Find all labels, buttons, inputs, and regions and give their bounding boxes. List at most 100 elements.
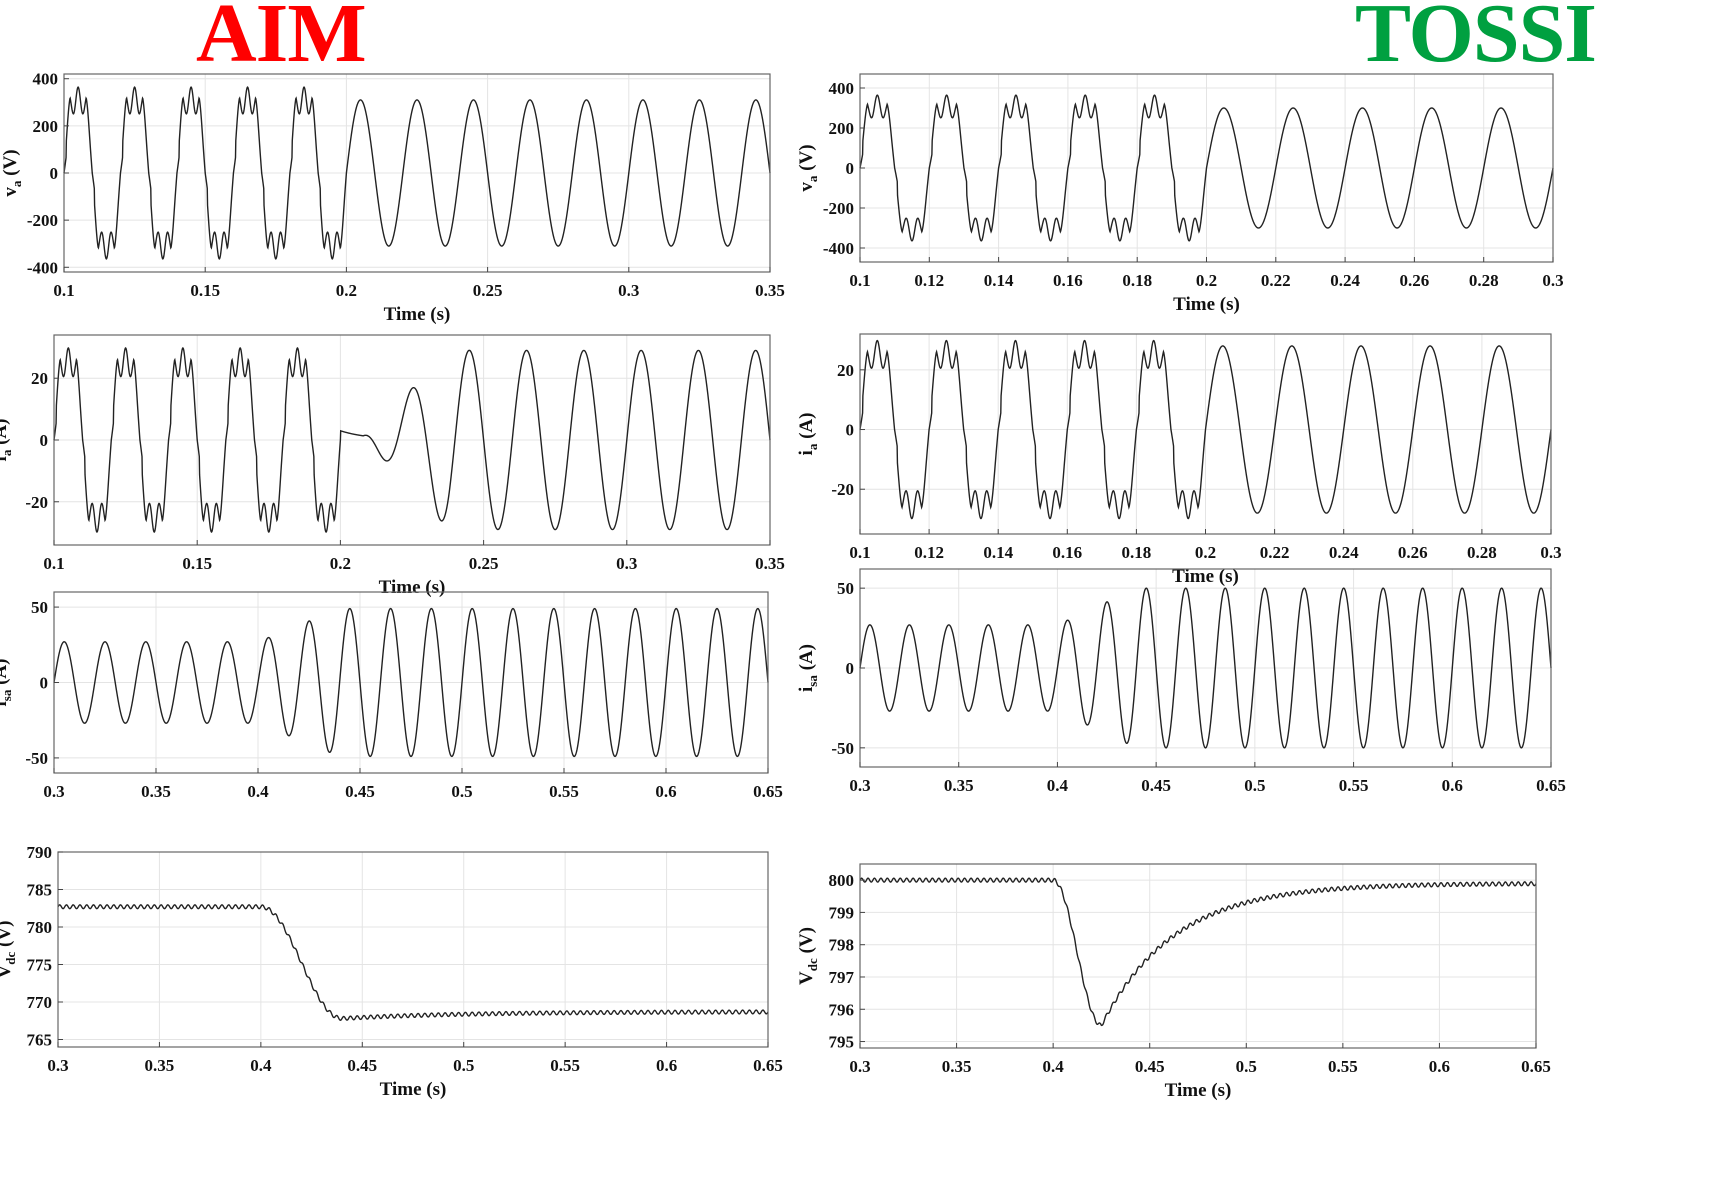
- x-tick-label: 0.55: [1328, 1057, 1358, 1076]
- x-tick-label: 0.4: [247, 782, 269, 801]
- y-tick-label: 0: [846, 421, 855, 440]
- x-tick-label: 0.14: [983, 543, 1013, 562]
- x-tick-label: 0.4: [1047, 776, 1069, 795]
- x-axis-label: Time (s): [1165, 1080, 1232, 1101]
- y-tick-label: 400: [829, 79, 855, 98]
- x-tick-label: 0.3: [47, 1056, 68, 1075]
- y-axis-label: va (V): [0, 149, 24, 196]
- x-tick-label: 0.25: [473, 281, 503, 300]
- x-tick-label: 0.24: [1329, 543, 1359, 562]
- x-tick-label: 0.16: [1052, 543, 1082, 562]
- x-tick-label: 0.2: [330, 554, 351, 573]
- y-axis-label: ia (A): [796, 413, 820, 456]
- x-tick-label: 0.16: [1053, 271, 1083, 290]
- plot-frame: [859, 863, 1537, 1049]
- aim-isa-chart: 0.3 0.35 0.4 0.45 0.5 0.55 0.6 0.65 -50 0 50 isa (A…: [0, 591, 783, 801]
- x-tick-label: 0.5: [451, 782, 472, 801]
- x-tick-label: 0.3: [849, 776, 870, 795]
- x-tick-label: 0.55: [549, 782, 579, 801]
- x-tick-label: 0.1: [43, 554, 64, 573]
- aim-ia-chart: 0.1 0.15 0.2 0.25 0.3 0.35 -20 0 20 Time (s) ia (A…: [0, 334, 785, 598]
- y-tick-label: 200: [829, 119, 855, 138]
- x-tick-label: 0.6: [655, 782, 676, 801]
- aim-title: AIM: [196, 0, 367, 80]
- x-tick-label: 0.5: [1244, 776, 1265, 795]
- y-tick-label: 0: [846, 159, 855, 178]
- x-tick-label: 0.3: [616, 554, 637, 573]
- x-axis-label: Time (s): [1173, 294, 1240, 315]
- y-tick-label: 0: [40, 431, 49, 450]
- x-tick-label: 0.6: [656, 1056, 677, 1075]
- x-tick-label: 0.28: [1467, 543, 1497, 562]
- series-line: [859, 587, 1552, 749]
- x-tick-label: 0.15: [182, 554, 212, 573]
- x-tick-label: 0.1: [849, 543, 870, 562]
- x-tick-label: 0.45: [1135, 1057, 1165, 1076]
- tossi-vdc-chart: 0.3 0.35 0.4 0.45 0.5 0.55 0.6 0.65 795 796 797 798…: [796, 863, 1551, 1101]
- y-axis-label: Vdc (V): [0, 921, 18, 979]
- x-tick-label: 0.3: [1540, 543, 1561, 562]
- x-tick-label: 0.15: [190, 281, 220, 300]
- x-tick-label: 0.65: [753, 1056, 783, 1075]
- x-axis-label: Time (s): [384, 304, 451, 325]
- plot-frame: [57, 851, 769, 1048]
- y-tick-label: 785: [27, 881, 53, 900]
- x-tick-label: 0.3: [849, 1057, 870, 1076]
- x-tick-label: 0.2: [1196, 271, 1217, 290]
- x-tick-label: 0.3: [1542, 271, 1563, 290]
- y-tick-label: 200: [33, 117, 59, 136]
- y-tick-label: 780: [27, 918, 53, 937]
- x-tick-label: 0.45: [1141, 776, 1171, 795]
- x-tick-label: 0.1: [849, 271, 870, 290]
- aim-vdc-chart: 0.3 0.35 0.4 0.45 0.5 0.55 0.6 0.65 765 770 775 780…: [0, 843, 783, 1100]
- y-axis-label: isa (A): [0, 659, 14, 707]
- x-tick-label: 0.35: [755, 554, 785, 573]
- y-tick-label: 400: [33, 70, 59, 89]
- series-line: [859, 339, 1552, 520]
- y-tick-label: 795: [829, 1033, 855, 1052]
- y-tick-label: -200: [823, 199, 854, 218]
- series-line: [57, 904, 769, 1021]
- y-tick-label: 50: [837, 579, 854, 598]
- y-tick-label: 797: [829, 968, 855, 987]
- x-tick-label: 0.22: [1260, 543, 1290, 562]
- x-tick-label: 0.45: [347, 1056, 377, 1075]
- x-tick-label: 0.4: [250, 1056, 272, 1075]
- y-tick-label: -20: [25, 493, 48, 512]
- x-tick-label: 0.1: [53, 281, 74, 300]
- x-tick-label: 0.3: [43, 782, 64, 801]
- y-tick-label: 0: [846, 659, 855, 678]
- x-tick-label: 0.6: [1429, 1057, 1450, 1076]
- y-tick-label: -50: [831, 739, 854, 758]
- y-tick-label: 50: [31, 598, 48, 617]
- y-tick-label: -400: [27, 258, 58, 277]
- y-tick-label: 799: [829, 903, 855, 922]
- x-tick-label: 0.6: [1442, 776, 1463, 795]
- x-tick-label: 0.4: [1043, 1057, 1065, 1076]
- y-axis-label: va (V): [796, 144, 820, 191]
- series-line: [53, 346, 771, 534]
- x-tick-label: 0.35: [755, 281, 785, 300]
- x-tick-label: 0.25: [469, 554, 499, 573]
- y-tick-label: 796: [829, 1000, 855, 1019]
- y-tick-label: 0: [50, 164, 59, 183]
- y-tick-label: 775: [27, 956, 53, 975]
- series-line: [63, 86, 771, 260]
- y-axis-label: isa (A): [796, 644, 820, 692]
- x-tick-label: 0.65: [1536, 776, 1566, 795]
- x-tick-label: 0.12: [914, 543, 944, 562]
- y-tick-label: 770: [27, 993, 53, 1012]
- x-tick-label: 0.18: [1122, 271, 1152, 290]
- x-tick-label: 0.26: [1398, 543, 1428, 562]
- x-tick-label: 0.45: [345, 782, 375, 801]
- y-axis-label: Vdc (V): [796, 927, 820, 985]
- series-line: [53, 607, 769, 758]
- x-tick-label: 0.18: [1122, 543, 1152, 562]
- tossi-ia-chart: 0.1 0.12 0.14 0.16 0.18 0.2 0.22 0.24 0.26 0.28 0.…: [796, 333, 1562, 587]
- y-tick-label: 20: [837, 361, 854, 380]
- aim-va-chart: 0.1 0.15 0.2 0.25 0.3 0.35 -400 -200 0 200 400 Time…: [0, 70, 785, 325]
- x-tick-label: 0.55: [1339, 776, 1369, 795]
- x-axis-label: Time (s): [379, 577, 446, 598]
- x-tick-label: 0.35: [145, 1056, 175, 1075]
- y-tick-label: 0: [40, 674, 49, 693]
